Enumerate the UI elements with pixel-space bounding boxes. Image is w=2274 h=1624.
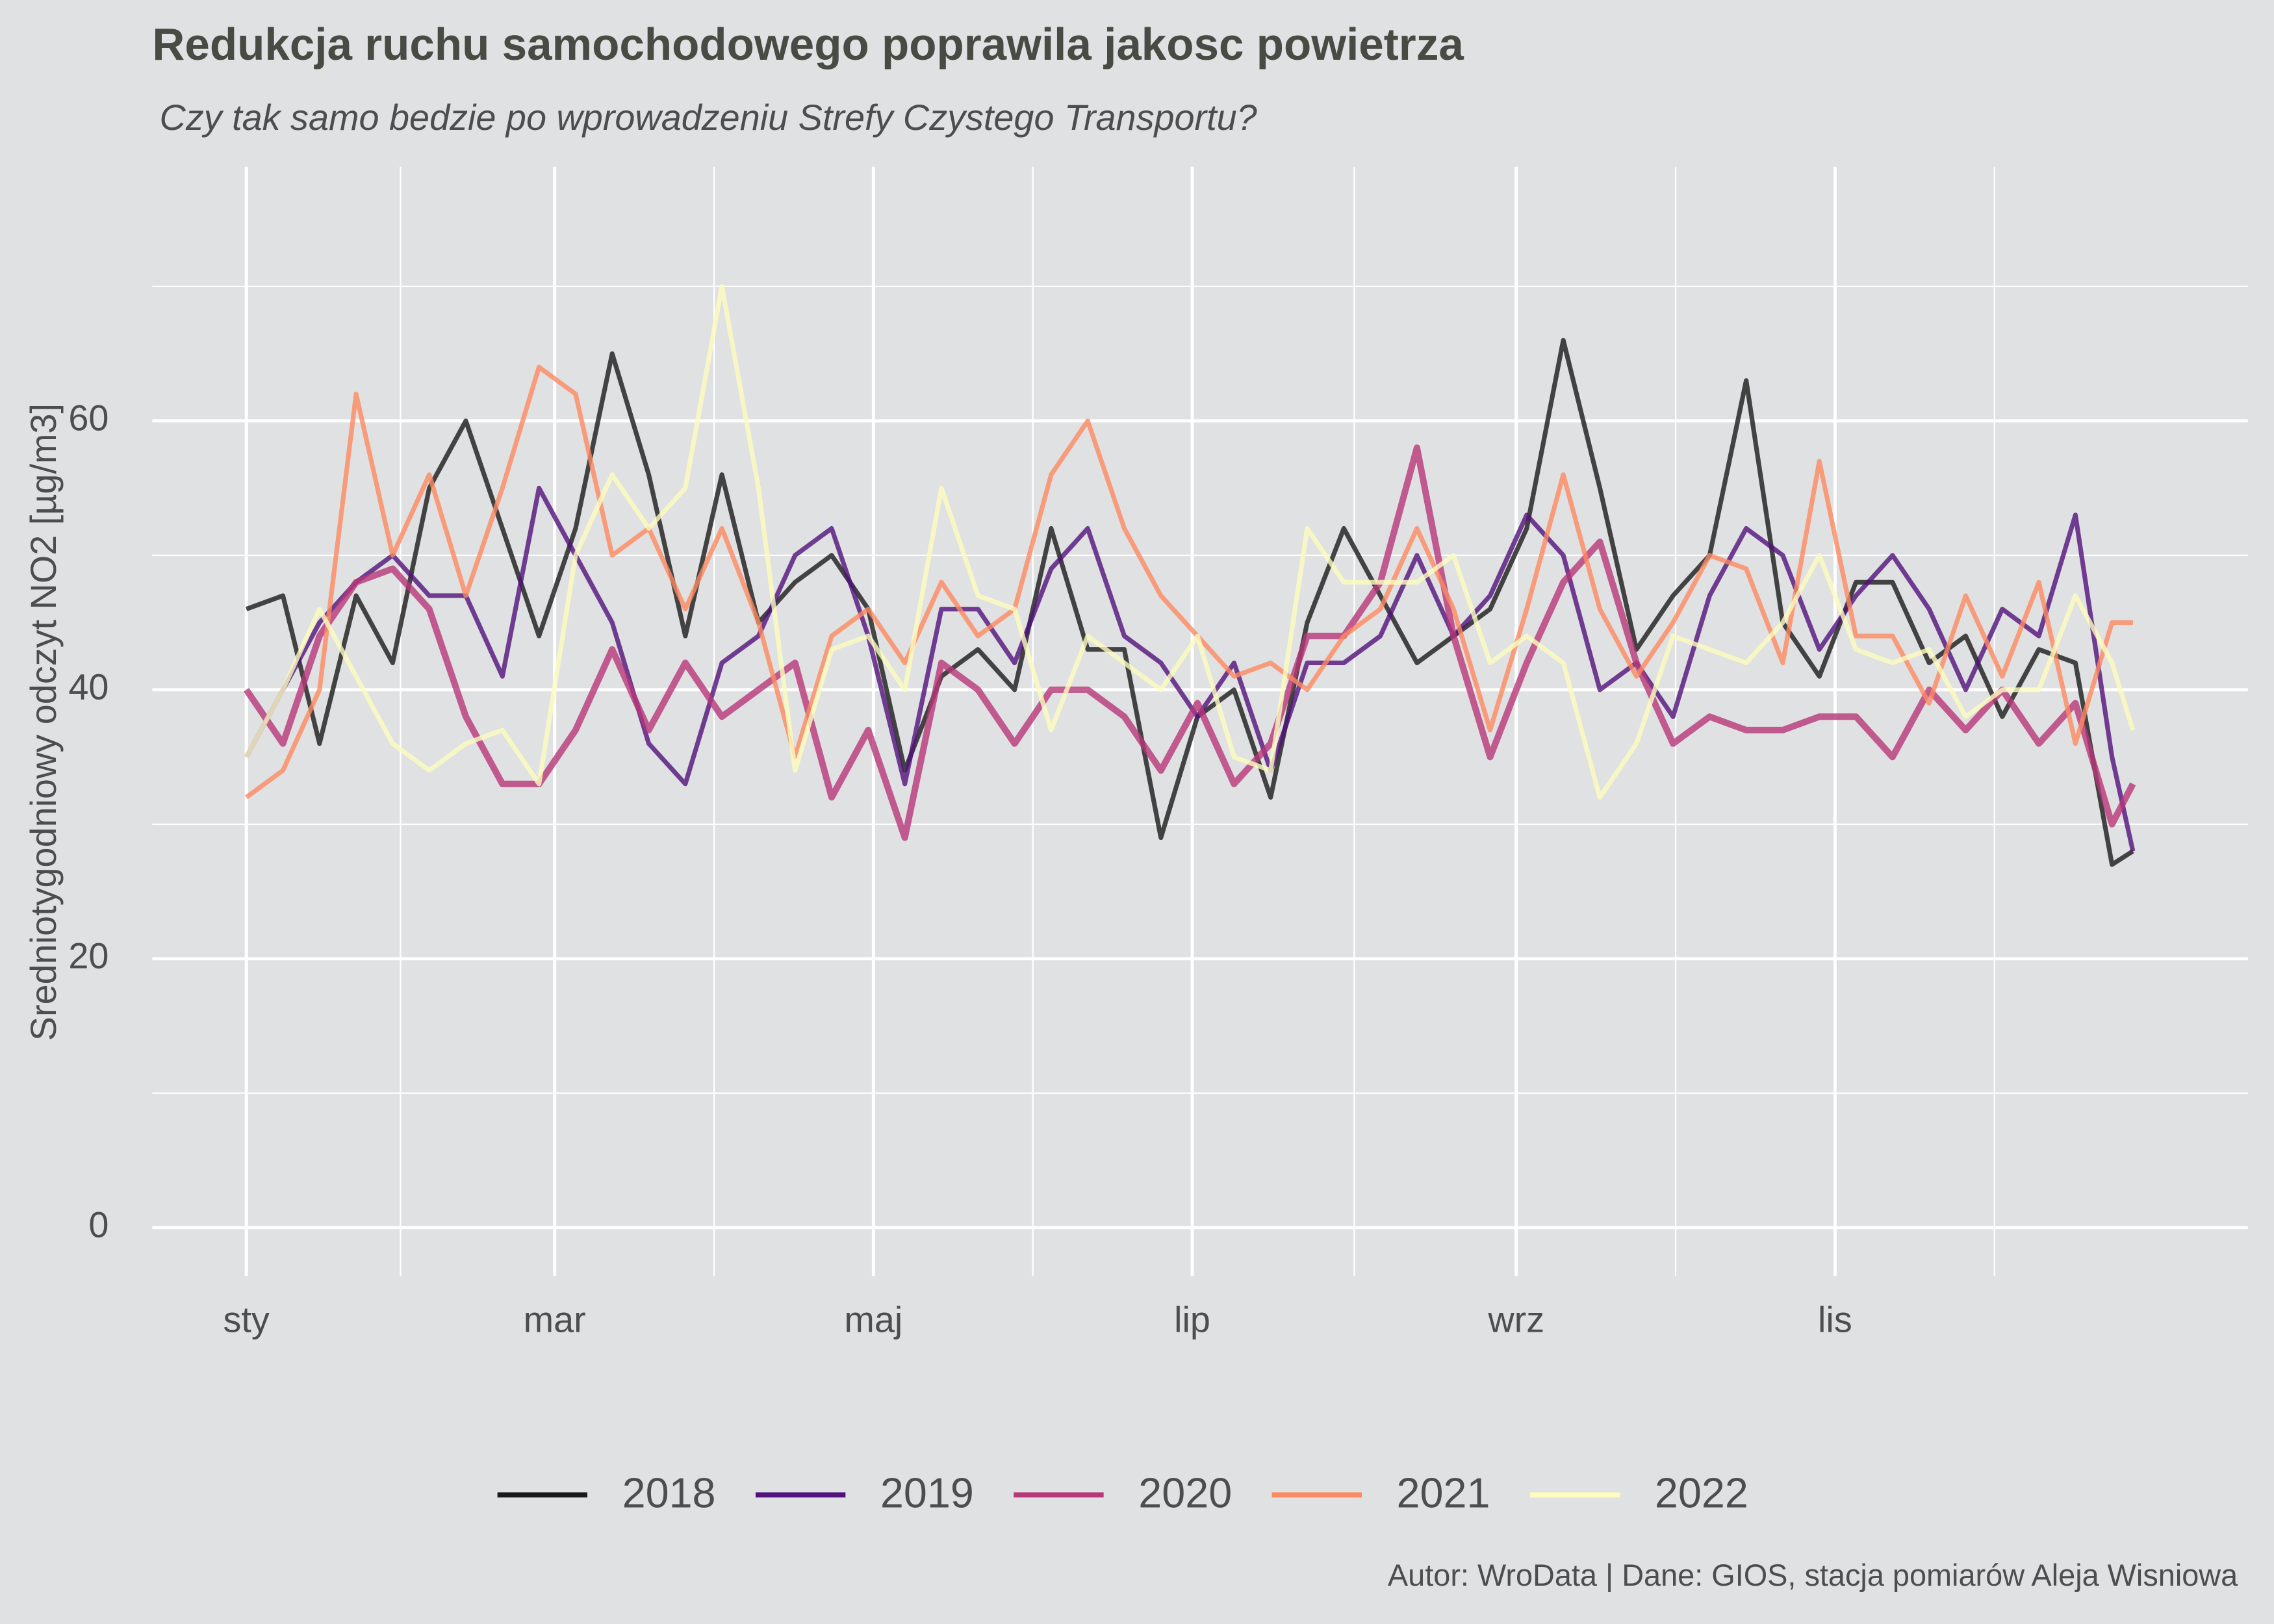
chart-title: Redukcja ruchu samochodowego poprawila j… <box>152 19 1464 70</box>
caption: Autor: WroData | Dane: GIOS, stacja pomi… <box>1388 1558 2238 1592</box>
x-tick-label: lip <box>1174 1299 1210 1339</box>
legend-label: 2020 <box>1138 1469 1232 1517</box>
x-tick-label: mar <box>524 1299 586 1339</box>
legend-label: 2018 <box>622 1469 716 1517</box>
lines <box>243 284 2136 867</box>
legend-label: 2022 <box>1655 1469 1748 1517</box>
y-axis-label: Sredniotygodniowy odczyt NO2 [µg/m3] <box>23 403 64 1041</box>
x-tick-label: sty <box>224 1299 270 1339</box>
legend: 2018 2019 2020 2021 2022 <box>497 1469 1748 1517</box>
series-line <box>243 444 2136 841</box>
chart-subtitle: Czy tak samo bedzie po wprowadzeniu Stre… <box>160 97 1257 138</box>
x-tick-label: maj <box>844 1299 902 1339</box>
legend-label: 2019 <box>880 1469 974 1517</box>
x-tick-label: lis <box>1818 1299 1852 1339</box>
legend-label: 2021 <box>1397 1469 1490 1517</box>
y-tick-label: 60 <box>68 398 109 438</box>
y-tick-label: 40 <box>68 666 109 707</box>
series-line <box>244 284 2136 800</box>
y-tick-label: 0 <box>88 1204 109 1245</box>
y-tick-label: 20 <box>68 935 109 976</box>
series-line <box>244 485 2136 852</box>
grid: 0 20 40 60 sty mar maj lip wrz lis <box>68 166 2248 1339</box>
x-tick-label: wrz <box>1487 1299 1544 1339</box>
